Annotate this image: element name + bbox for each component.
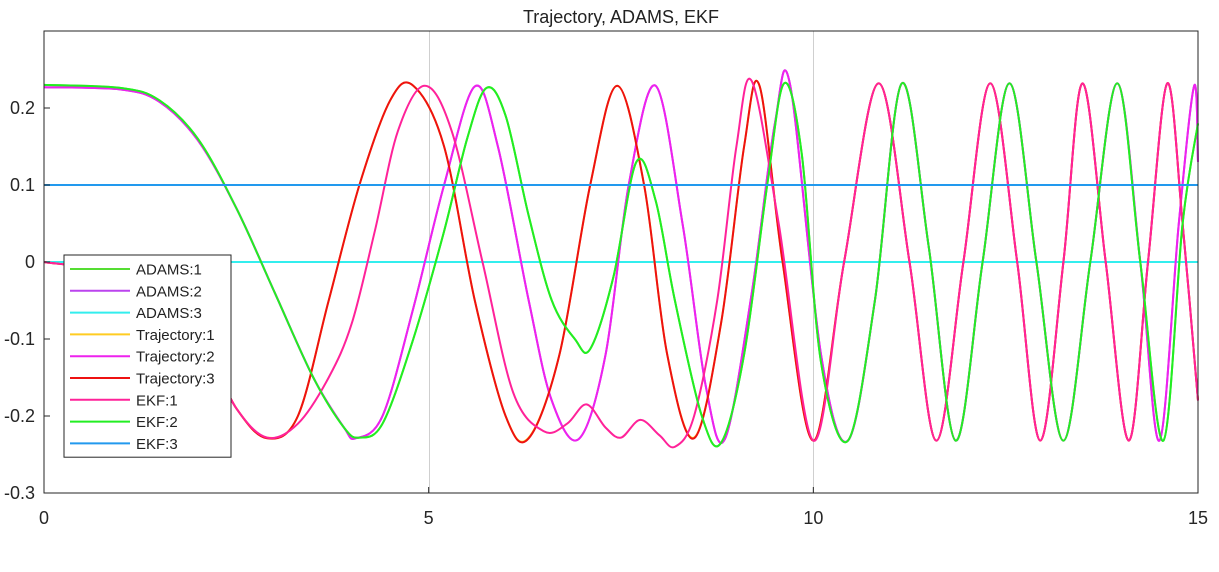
y-tick-label-5: 0.2 <box>10 98 35 118</box>
x-tick-label-0: 0 <box>39 508 49 528</box>
legend-label-2: ADAMS:3 <box>136 305 202 322</box>
legend: ADAMS:1 ADAMS:2 ADAMS:3 Trajectory:1 Traject… <box>63 254 232 458</box>
legend-label-3: Trajectory:1 <box>136 327 215 344</box>
legend-label-1: ADAMS:2 <box>136 283 202 300</box>
series-lines <box>43 69 1199 449</box>
y-tick-label-4: 0.1 <box>10 175 35 195</box>
series-line-ekf-1 <box>43 77 1199 449</box>
legend-label-7: EKF:2 <box>136 414 178 431</box>
chart-title: Trajectory, ADAMS, EKF <box>523 7 719 27</box>
y-tick-label-2: -0.1 <box>4 329 35 349</box>
tick-labels: 0 5 10 15 -0.3 -0.2 -0.1 0 0.1 0.2 <box>4 98 1208 528</box>
x-tick-label-3: 15 <box>1188 508 1208 528</box>
series-line-ekf-2 <box>43 81 1199 448</box>
legend-label-8: EKF:3 <box>136 436 178 453</box>
y-tick-label-0: -0.3 <box>4 483 35 503</box>
legend-label-4: Trajectory:2 <box>136 349 215 366</box>
legend-label-0: ADAMS:1 <box>136 262 202 279</box>
legend-label-6: EKF:1 <box>136 392 178 409</box>
y-tick-label-3: 0 <box>25 252 35 272</box>
legend-label-5: Trajectory:3 <box>136 371 215 388</box>
x-tick-label-1: 5 <box>424 508 434 528</box>
y-tick-label-1: -0.2 <box>4 406 35 426</box>
x-tick-label-2: 10 <box>803 508 823 528</box>
